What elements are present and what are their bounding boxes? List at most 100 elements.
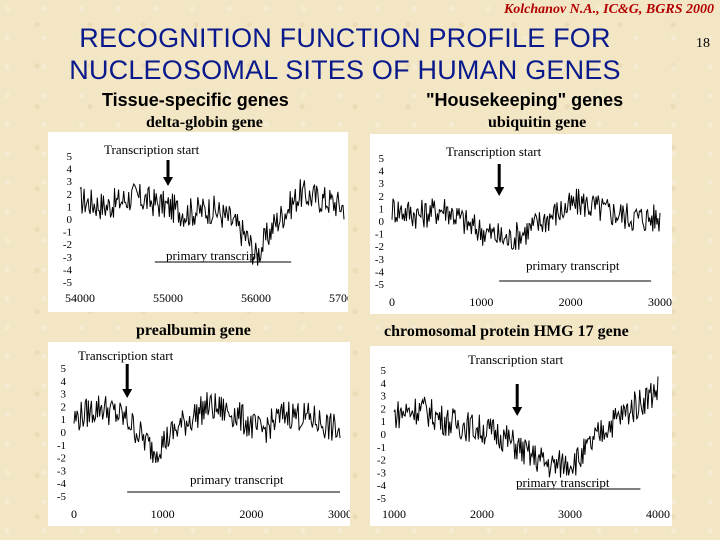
- y-tick-label: 3: [381, 391, 387, 403]
- profile-line: [79, 179, 345, 266]
- primary-transcript-label: primary transcript: [166, 248, 260, 263]
- y-tick-label: -2: [377, 455, 386, 467]
- group-heading-housekeeping: "Housekeeping" genes: [426, 90, 624, 110]
- y-tick-label: -2: [375, 241, 384, 253]
- y-tick-label: 2: [381, 403, 387, 415]
- primary-transcript-label: primary transcript: [526, 258, 620, 273]
- primary-transcript-label: primary transcript: [516, 475, 610, 490]
- transcription-start-label: Transcription start: [468, 352, 564, 367]
- y-tick-label: 4: [61, 376, 67, 388]
- y-tick-label: -1: [63, 227, 72, 239]
- y-tick-label: 1: [67, 201, 73, 213]
- x-axis-labels: 0 1000 2000 3000: [71, 507, 350, 521]
- arrow-head: [163, 177, 173, 186]
- transcription-start-arrow: [163, 160, 173, 186]
- x-axis-labels: 0 1000 2000 3000: [389, 295, 672, 309]
- y-tick-label: -3: [375, 254, 385, 266]
- author-credit: Kolchanov N.A., IC&G, BGRS 2000: [503, 2, 714, 17]
- chart-panel-ubiquitin: 5 4 3 2 1 0 -1 -2 -3 -4 -5 0 1000 2000 3000 Transcrip…: [370, 134, 672, 314]
- y-tick-label: -2: [57, 453, 66, 465]
- y-tick-label: 2: [61, 401, 67, 413]
- y-tick-label: 1: [61, 414, 67, 426]
- x-tick-label: 3000: [558, 507, 582, 521]
- arrow-head: [512, 407, 523, 416]
- gene-title-ubiquitin: ubiquitin gene: [488, 114, 587, 131]
- slide-title: RECOGNITION FUNCTION PROFILE FOR NUCLEOS…: [40, 22, 650, 86]
- profile-line: [73, 392, 341, 463]
- y-tick-label: -5: [63, 277, 73, 289]
- x-axis-labels: 54000 55000 56000 57000: [65, 291, 348, 305]
- title-line-2: NUCLEOSOMAL SITES OF HUMAN GENES: [69, 55, 621, 85]
- arrow-shaft: [515, 384, 519, 408]
- y-tick-label: -1: [375, 229, 384, 241]
- x-tick-label: 0: [389, 295, 395, 309]
- arrow-head: [122, 389, 133, 398]
- y-tick-label: 0: [379, 216, 385, 228]
- x-tick-label: 1000: [382, 507, 406, 521]
- gene-title-delta-globin: delta-globin gene: [146, 114, 263, 131]
- y-tick-label: -5: [57, 491, 67, 503]
- y-tick-label: 4: [67, 164, 73, 176]
- y-tick-label: 0: [61, 427, 67, 439]
- y-tick-label: -3: [57, 465, 67, 477]
- chart-panel-hmg17: 5 4 3 2 1 0 -1 -2 -3 -4 -5 1000 2000 3000 4000 Transc…: [370, 346, 672, 526]
- y-tick-label: 2: [379, 191, 385, 203]
- y-tick-label: 0: [67, 214, 73, 226]
- x-tick-label: 2000: [559, 295, 583, 309]
- transcription-start-arrow: [512, 384, 523, 416]
- transcription-start-label: Transcription start: [78, 348, 174, 363]
- y-tick-label: 3: [67, 176, 73, 188]
- arrow-shaft: [166, 160, 170, 178]
- y-tick-label: 4: [381, 378, 387, 390]
- y-tick-label: -2: [63, 239, 72, 251]
- profile-line: [393, 376, 659, 478]
- arrow-shaft: [125, 364, 129, 390]
- y-tick-label: 5: [379, 153, 385, 165]
- transcription-start-label: Transcription start: [104, 142, 200, 157]
- x-tick-label: 54000: [65, 291, 95, 305]
- y-tick-label: -5: [377, 493, 387, 505]
- x-tick-label: 4000: [646, 507, 670, 521]
- y-tick-label: 0: [381, 429, 387, 441]
- x-tick-label: 3000: [648, 295, 672, 309]
- profile-line: [391, 188, 661, 250]
- x-tick-label: 57000: [329, 291, 348, 305]
- x-tick-label: 2000: [470, 507, 494, 521]
- transcription-start-label: Transcription start: [446, 144, 542, 159]
- y-tick-label: -4: [63, 264, 73, 276]
- y-tick-label: 1: [381, 416, 387, 428]
- y-tick-label: -4: [57, 478, 67, 490]
- y-tick-label: 1: [379, 203, 385, 215]
- arrow-shaft: [497, 164, 501, 188]
- x-axis-labels: 1000 2000 3000 4000: [382, 507, 670, 521]
- y-tick-label: 5: [381, 365, 387, 377]
- gene-title-hmg17: chromosomal protein HMG 17 gene: [384, 323, 629, 340]
- group-heading-tissue-specific: Tissue-specific genes: [102, 90, 289, 110]
- x-tick-label: 1000: [151, 507, 175, 521]
- x-tick-label: 1000: [469, 295, 493, 309]
- y-tick-label: 3: [379, 178, 385, 190]
- y-tick-label: 2: [67, 189, 73, 201]
- y-tick-label: -3: [377, 467, 387, 479]
- y-tick-label: 5: [61, 363, 67, 375]
- x-tick-label: 56000: [241, 291, 271, 305]
- arrow-head: [494, 187, 505, 196]
- transcription-start-arrow: [494, 164, 505, 196]
- y-tick-label: 3: [61, 389, 67, 401]
- x-tick-label: 3000: [328, 507, 350, 521]
- y-tick-label: -3: [63, 252, 73, 264]
- primary-transcript-label: primary transcript: [190, 472, 284, 487]
- y-tick-label: -1: [377, 442, 386, 454]
- chart-panel-prealbumin: 5 4 3 2 1 0 -1 -2 -3 -4 -5 0 1000 2000 3000 Transcrip…: [48, 342, 350, 526]
- y-tick-label: -1: [57, 440, 66, 452]
- y-tick-label: -4: [375, 266, 385, 278]
- y-tick-label: 4: [379, 166, 385, 178]
- x-tick-label: 0: [71, 507, 77, 521]
